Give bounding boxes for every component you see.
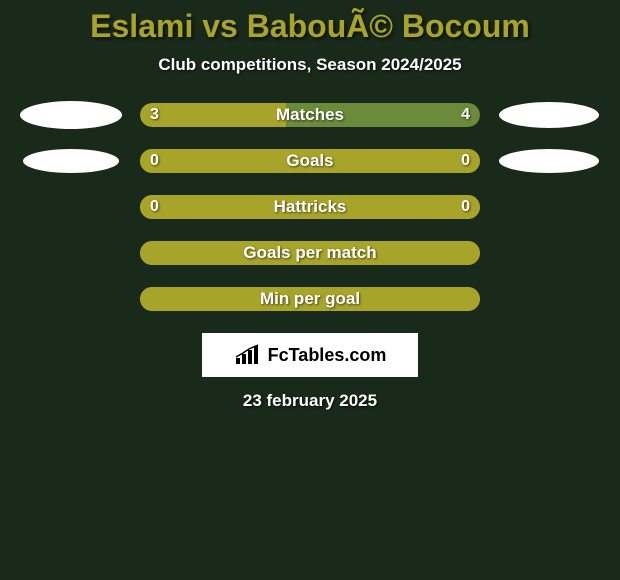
stat-bar: 34Matches	[140, 103, 480, 127]
page-title: Eslami vs BabouÃ© Bocoum	[0, 8, 620, 45]
bar-fill-empty	[140, 287, 480, 311]
comparison-widget: Eslami vs BabouÃ© Bocoum Club competitio…	[0, 0, 620, 411]
stat-row: 34Matches	[0, 103, 620, 127]
bar-fill-empty	[140, 149, 480, 173]
stat-bar: Goals per match	[140, 241, 480, 265]
stat-bar: 00Hattricks	[140, 195, 480, 219]
bars-icon	[234, 344, 262, 366]
player1-marker	[23, 149, 119, 173]
subtitle: Club competitions, Season 2024/2025	[0, 55, 620, 75]
player1-bar-fill	[140, 103, 286, 127]
date-text: 23 february 2025	[0, 391, 620, 411]
player1-name: Eslami	[90, 8, 193, 44]
player2-marker	[499, 102, 599, 128]
stat-row: 00Goals	[0, 149, 620, 173]
stat-bar: Min per goal	[140, 287, 480, 311]
logo-text: FcTables.com	[268, 345, 387, 366]
player2-bar-fill	[286, 103, 480, 127]
player1-marker	[20, 101, 122, 129]
stat-bar: 00Goals	[140, 149, 480, 173]
stat-row: Min per goal	[0, 287, 620, 311]
bar-fill-empty	[140, 195, 480, 219]
player2-marker	[499, 149, 599, 173]
stat-row: Goals per match	[0, 241, 620, 265]
bar-fill-empty	[140, 241, 480, 265]
player2-name: BabouÃ© Bocoum	[247, 8, 530, 44]
stat-row: 00Hattricks	[0, 195, 620, 219]
vs-separator: vs	[202, 8, 238, 44]
stat-rows: 34Matches 00Goals 00Hattricks Goals per mat…	[0, 103, 620, 311]
source-logo: FcTables.com	[202, 333, 418, 377]
